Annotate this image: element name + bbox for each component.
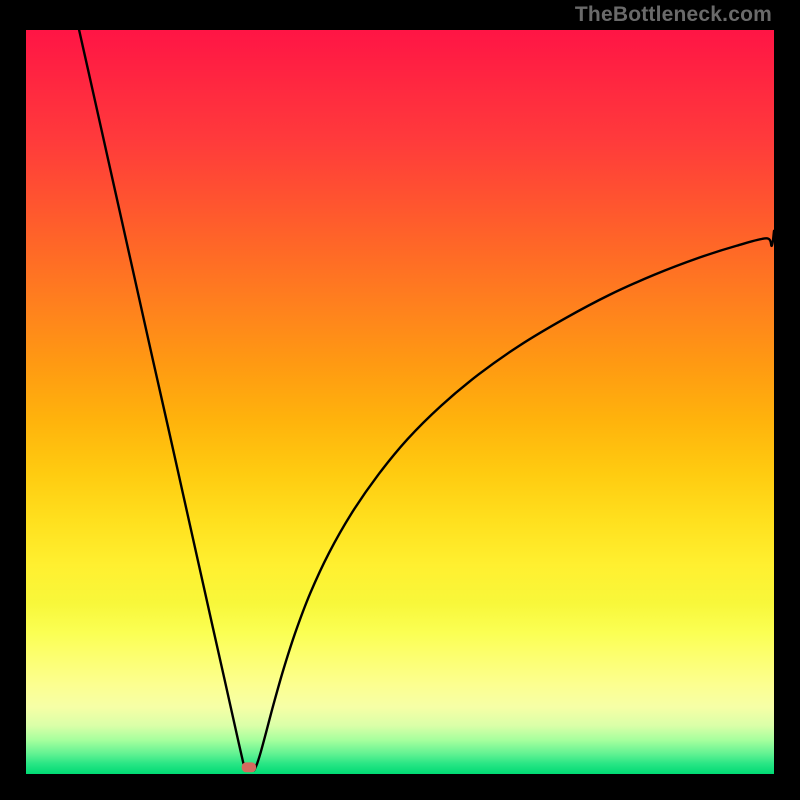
plot-background [26, 30, 774, 774]
watermark-text: TheBottleneck.com [575, 3, 772, 27]
min-marker [242, 763, 255, 772]
plot-svg [0, 0, 800, 800]
chart-frame: TheBottleneck.com [0, 0, 800, 800]
